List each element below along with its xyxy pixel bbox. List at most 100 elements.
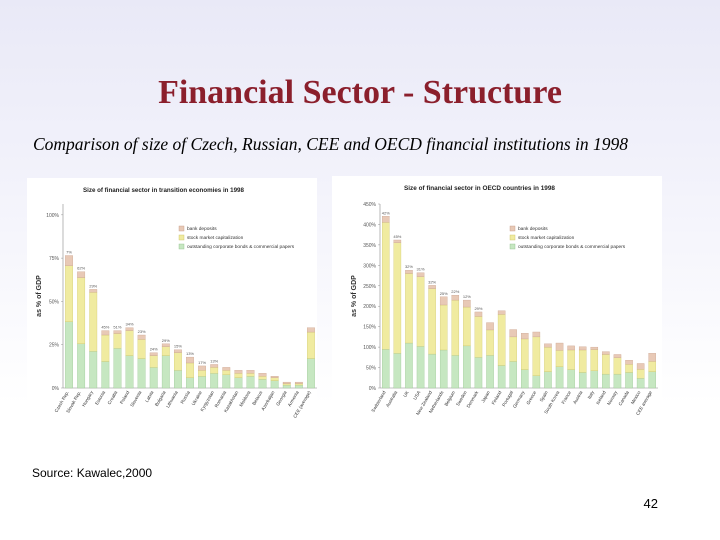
bar-segment (602, 373, 610, 389)
bar-segment (578, 349, 587, 373)
y-tick-label: 100% (46, 213, 59, 219)
bar-segment (428, 285, 436, 289)
bar-segment (258, 376, 267, 380)
bar-segment (382, 216, 390, 223)
y-tick-label: 0% (369, 386, 377, 392)
bar-segment (567, 345, 575, 351)
data-label: 17% (198, 360, 206, 365)
bar-segment (532, 336, 541, 376)
data-label: 62% (77, 266, 85, 271)
bar-segment (125, 355, 134, 389)
legend-entry: stock market capitalization (518, 235, 575, 241)
data-label: 15% (174, 344, 182, 349)
bar-segment (186, 356, 194, 364)
y-tick-label: 150% (363, 325, 376, 331)
bar-segment (382, 349, 390, 389)
bar-segment (393, 242, 402, 354)
source-note: Source: Kawalec,2000 (32, 466, 153, 480)
y-tick-label: 350% (363, 243, 376, 249)
bar-segment (636, 378, 645, 389)
y-tick-label: 300% (363, 263, 376, 269)
bar-segment (149, 367, 158, 389)
data-label: 29% (474, 306, 482, 311)
data-label: 32% (428, 279, 436, 284)
bar-segment (439, 296, 448, 306)
bar-segment (532, 375, 541, 389)
x-tick-label: France (561, 390, 573, 405)
y-tick-label: 25% (49, 343, 60, 349)
bar-segment (210, 373, 219, 389)
bar-segment (636, 363, 645, 370)
bar-segment (307, 327, 315, 333)
bar-segment (451, 299, 460, 356)
bar-segment (294, 381, 303, 384)
bar-segment (439, 304, 448, 351)
legend-entry: bank deposits (187, 226, 217, 232)
slide-title: Financial Sector - Structure (158, 74, 562, 111)
bar-segment (555, 366, 564, 389)
bar-segment (648, 371, 656, 389)
y-tick-label: 0% (52, 386, 60, 392)
data-label: 51% (113, 325, 121, 330)
bar-segment (307, 331, 315, 359)
y-axis-label: as % of GDP (36, 275, 43, 317)
bar-segment (613, 373, 622, 389)
bar-segment (463, 299, 471, 308)
data-label: 23% (138, 329, 146, 334)
bar-segment (246, 370, 255, 374)
x-tick-label: Russia (180, 390, 192, 405)
bar-segment (590, 370, 599, 389)
x-tick-label: Italy (587, 389, 596, 399)
bar-segment (186, 377, 194, 389)
x-tick-label: Georgia (275, 390, 288, 407)
bar-segment (613, 354, 622, 358)
data-label: 13% (186, 351, 194, 356)
bar-segment (486, 355, 494, 389)
bar-segment (474, 311, 483, 317)
x-tick-label: Lithuania (165, 390, 179, 409)
bar-segment (428, 288, 436, 355)
y-tick-label: 50% (366, 366, 377, 372)
bar-segment (198, 365, 206, 371)
bar-segment (613, 357, 622, 375)
bar-segment (113, 348, 122, 389)
x-tick-label: Greece (525, 390, 537, 406)
x-tick-label: Canada (618, 390, 631, 407)
bar-segment (497, 310, 506, 315)
x-tick-label: Austria (572, 390, 584, 405)
bar-segment (463, 306, 471, 347)
bar-segment (89, 292, 98, 352)
bar-segment (486, 322, 494, 331)
legend-swatch (178, 234, 185, 241)
bar-segment (532, 331, 541, 338)
bar-segment (234, 373, 243, 378)
bar-segment (428, 353, 436, 389)
x-tick-label: Mexico (630, 390, 642, 405)
legend-entry: outstanding corporate bonds & commercial… (187, 244, 295, 250)
bar-segment (590, 346, 599, 350)
legend: bank deposits stock market capitalization… (178, 225, 295, 250)
bar-segment (89, 289, 98, 293)
transition-economies-chart-svg: Size of financial sector in transition e… (36, 187, 317, 419)
bar-segment (625, 372, 633, 389)
bar-segment (210, 364, 219, 368)
bar-segment (602, 354, 610, 375)
data-label: 29% (89, 283, 97, 288)
x-tick-label: Finland (491, 390, 503, 406)
bar-segment (486, 329, 494, 356)
bar-segment (648, 353, 656, 362)
bar-segment (174, 352, 182, 371)
bar-segment (234, 377, 243, 389)
bar-segment (137, 334, 146, 340)
bar-segment (174, 370, 182, 389)
bar-segment (555, 342, 564, 351)
bar-segment (590, 349, 599, 371)
x-tick-label: Germany (512, 389, 526, 408)
bar-segment (544, 343, 552, 348)
page-number: 42 (643, 496, 658, 511)
bar-segment (405, 342, 413, 389)
bar-segment (509, 336, 517, 362)
legend: bank deposits stock market capitalization… (509, 225, 626, 250)
bar-segment (625, 364, 633, 373)
data-label: 45% (393, 234, 401, 239)
